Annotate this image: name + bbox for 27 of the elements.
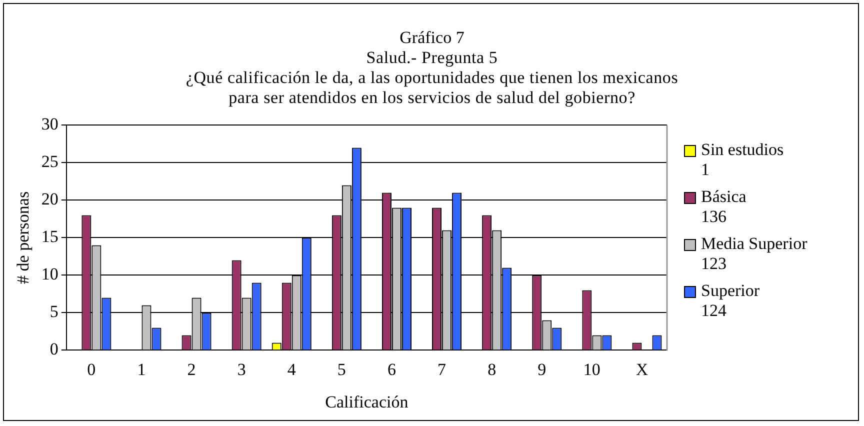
x-axis-title: Calificación bbox=[325, 392, 409, 412]
y-tick-label: 20 bbox=[41, 190, 58, 209]
x-tick-label: 4 bbox=[287, 360, 296, 379]
x-tick-label: 7 bbox=[438, 360, 447, 379]
x-tick-label: 1 bbox=[137, 360, 146, 379]
y-tick-label: 0 bbox=[50, 340, 58, 359]
chart-subtitle: Salud.- Pregunta 5 ¿Qué calificación le da, a las oportunidades que tienen los mexicanos para ser atendidos en los servicios de salud del gobierno? bbox=[184, 48, 680, 108]
chart-title: Gráfico 7 bbox=[398, 28, 466, 48]
y-tick-label: 25 bbox=[41, 152, 58, 172]
x-tick-label: 0 bbox=[87, 360, 96, 379]
legend-label: Básica 136 bbox=[701, 187, 746, 227]
x-tick-label: 10 bbox=[583, 360, 600, 379]
x-tick-label: 9 bbox=[538, 360, 546, 379]
y-tick-label: 5 bbox=[50, 302, 58, 322]
y-axis-title: # de personas bbox=[14, 191, 33, 284]
x-tick-label: 6 bbox=[387, 360, 396, 379]
x-tick-label: 8 bbox=[488, 360, 496, 379]
y-tick-label: 15 bbox=[41, 227, 58, 246]
y-tick-label: 10 bbox=[41, 264, 58, 284]
x-tick-label: 2 bbox=[187, 360, 196, 379]
y-tick-label: 30 bbox=[41, 114, 58, 134]
legend-label: Superior 124 bbox=[701, 281, 760, 321]
x-tick-label: X bbox=[636, 360, 648, 379]
x-tick-label: 3 bbox=[237, 360, 246, 379]
legend-label: Media Superior 123 bbox=[701, 234, 808, 274]
legend-label: Sin estudios 1 bbox=[701, 140, 784, 180]
x-tick-label: 5 bbox=[337, 360, 346, 379]
